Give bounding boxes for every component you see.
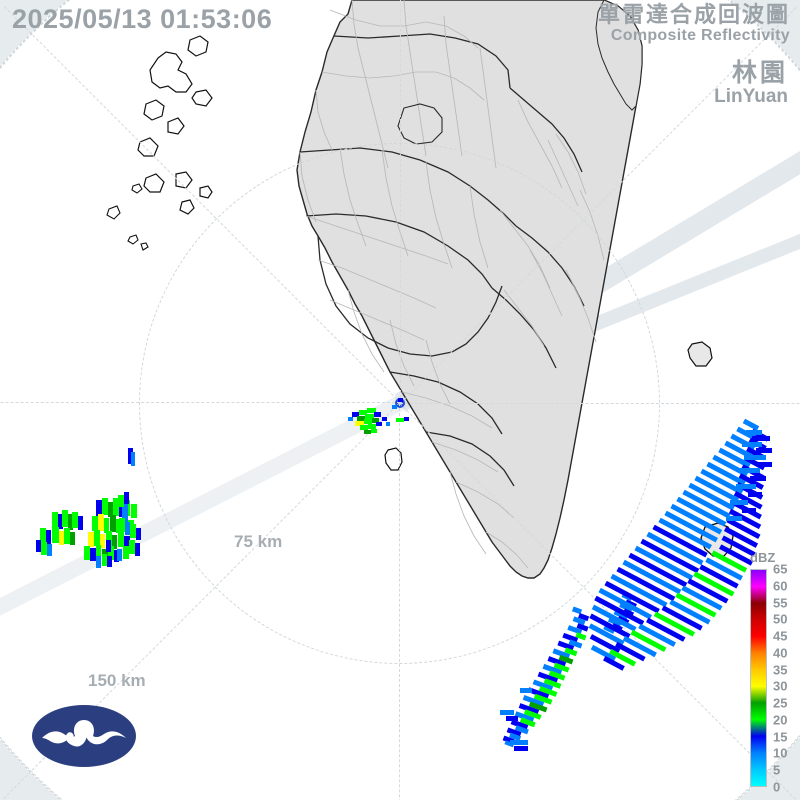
- echo-scattered-east: [726, 430, 772, 521]
- echo-cluster-west-offshore: [36, 448, 141, 568]
- product-title-en: Composite Reflectivity: [610, 27, 790, 45]
- legend-tick: 35: [773, 662, 788, 678]
- legend-tick: 65: [773, 561, 788, 577]
- station-name: 林園 LinYuan: [714, 58, 788, 108]
- legend-tick: 45: [773, 628, 788, 644]
- timestamp-label: 2025/05/13 01:53:06: [12, 4, 273, 34]
- station-name-en: LinYuan: [714, 86, 788, 108]
- echo-cluster-coastal: [348, 398, 409, 434]
- legend-tick: 20: [773, 712, 788, 728]
- range-label-150km: 150 km: [88, 671, 146, 690]
- range-label-75km: 75 km: [234, 532, 283, 551]
- legend-tick: 0: [773, 779, 781, 795]
- legend-tick: 25: [773, 695, 788, 711]
- legend-tick: 55: [773, 595, 788, 611]
- echo-band-southeast-outer: [588, 418, 770, 671]
- legend-unit-label: dBZ: [750, 550, 776, 565]
- legend-tick: 15: [773, 729, 788, 745]
- echo-scattered-southwest: [500, 688, 532, 751]
- legend-tick: 10: [773, 745, 788, 761]
- dbz-color-legend: dBZ 65 60 55 50 45 40 35 30 25 20 15 10 5 0: [742, 550, 797, 795]
- legend-tick: 60: [773, 578, 788, 594]
- product-title-zh: 單雷達合成回波圖: [597, 3, 790, 28]
- legend-tick: 50: [773, 611, 788, 627]
- echo-band-southeast-inner: [502, 606, 590, 748]
- legend-tick-labels: 65 60 55 50 45 40 35 30 25 20 15 10 5 0: [771, 562, 797, 795]
- station-name-zh: 林園: [731, 58, 788, 87]
- product-title: 單雷達合成回波圖 Composite Reflectivity: [598, 4, 790, 45]
- azimuth-spoke: [400, 403, 800, 404]
- cwa-logo-icon: [32, 705, 136, 767]
- legend-tick: 30: [773, 678, 788, 694]
- legend-tick: 40: [773, 645, 788, 661]
- legend-tick: 5: [773, 762, 781, 778]
- legend-color-bar: [750, 569, 767, 787]
